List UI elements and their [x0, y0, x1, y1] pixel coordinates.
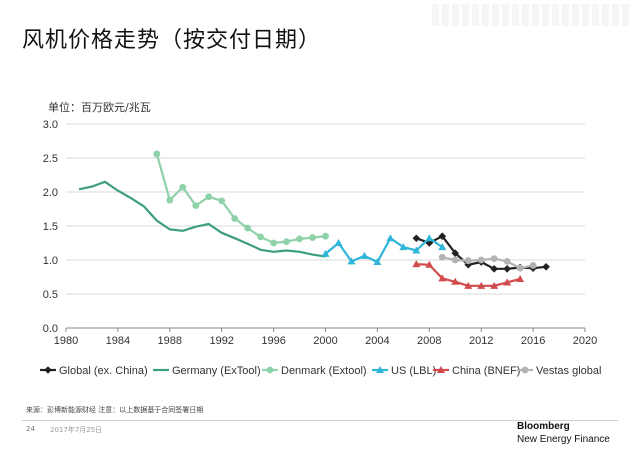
data-point-global-ex-china [451, 249, 460, 257]
source-note: 来源：彭博新能源财经 注意：以上数据基于合同签署日期 [26, 406, 204, 414]
data-point-denmark-extool [192, 202, 200, 210]
data-point-us-lbl [360, 251, 369, 259]
series-line-us-lbl [324, 237, 443, 264]
x-tick-label: 2012 [469, 335, 493, 347]
page-number: 24 [26, 425, 35, 433]
x-tick-label: 2008 [417, 335, 441, 347]
footer-date: 2017年7月25日 [50, 426, 103, 434]
data-point-denmark-extool [153, 150, 161, 158]
data-point-us-lbl [438, 243, 447, 251]
data-point-china-bnef [477, 281, 486, 289]
x-tick-label: 1980 [54, 335, 78, 347]
brand-logo: Bloomberg New Energy Finance [517, 420, 610, 446]
x-tick-label: 1988 [158, 335, 182, 347]
data-point-us-lbl [334, 239, 343, 246]
x-tick-label: 1996 [261, 335, 285, 347]
data-point-global-ex-china [490, 265, 498, 273]
data-point-vestas-global [451, 256, 459, 264]
header-watermark [432, 4, 632, 26]
data-point-china-bnef [438, 274, 447, 282]
data-point-china-bnef [425, 260, 434, 268]
data-point-vestas-global [477, 256, 485, 264]
data-point-denmark-extool [309, 234, 316, 241]
data-point-us-lbl [347, 257, 356, 265]
series-line-germany-extool [78, 180, 326, 258]
data-point-us-lbl [373, 258, 382, 266]
legend-label-china-bnef: China (BNEF) [452, 365, 520, 377]
x-tick-label: 2016 [521, 335, 545, 347]
y-tick-label: 1.5 [43, 221, 58, 233]
data-point-denmark-extool [257, 233, 265, 241]
legend-label-denmark-extool: Denmark (Extool) [281, 365, 367, 377]
unit-label: 单位：百万欧元/兆瓦 [48, 101, 151, 114]
data-point-denmark-extool [283, 238, 290, 246]
x-tick-label: 2004 [365, 335, 389, 347]
data-point-us-lbl [399, 243, 408, 251]
legend-marker-vestas-global [521, 366, 529, 374]
data-point-global-ex-china [542, 263, 550, 271]
y-tick-label: 2.0 [43, 187, 58, 199]
data-point-denmark-extool [296, 235, 303, 243]
data-point-denmark-extool [166, 196, 174, 204]
data-point-vestas-global [529, 262, 537, 269]
data-point-vestas-global [516, 264, 524, 272]
data-point-denmark-extool [205, 193, 213, 201]
legend-marker-china-bnef [437, 366, 445, 373]
data-point-global-ex-china [464, 260, 473, 269]
data-point-china-bnef [464, 281, 473, 289]
brand-line-2: New Energy Finance [517, 434, 610, 445]
y-tick-label: 1.0 [43, 255, 58, 267]
data-point-china-bnef [490, 281, 499, 289]
legend-label-us-lbl: US (LBL) [391, 365, 436, 377]
brand-line-1: Bloomberg [517, 421, 570, 432]
data-point-vestas-global [464, 257, 472, 265]
y-tick-label: 0.0 [43, 323, 58, 335]
y-tick-label: 0.5 [43, 289, 58, 301]
footer-divider [22, 420, 618, 421]
data-point-global-ex-china [412, 234, 421, 243]
x-tick-label: 1984 [106, 335, 130, 347]
data-point-denmark-extool [231, 215, 239, 222]
data-point-vestas-global [490, 255, 498, 263]
data-point-china-bnef [451, 277, 460, 285]
data-point-us-lbl [425, 234, 434, 242]
data-point-denmark-extool [218, 197, 226, 205]
page-title: 风机价格走势（按交付日期） [22, 28, 322, 53]
legend-label-germany-extool: Germany (ExTool) [172, 365, 261, 377]
y-tick-label: 3.0 [43, 119, 58, 131]
data-point-us-lbl [386, 234, 395, 242]
data-point-denmark-extool [244, 224, 252, 232]
x-tick-label: 2020 [573, 335, 597, 347]
legend-marker-denmark-extool [266, 366, 274, 374]
data-point-global-ex-china [503, 265, 511, 273]
legend-marker-global-ex-china [44, 366, 52, 374]
data-point-china-bnef [412, 260, 421, 268]
x-tick-label: 1992 [209, 335, 233, 347]
data-point-china-bnef [516, 275, 525, 283]
x-tick-label: 2000 [313, 335, 337, 347]
data-point-us-lbl [412, 246, 421, 254]
data-point-denmark-extool [322, 232, 329, 240]
legend-label-global-ex-china: Global (ex. China) [59, 365, 148, 377]
y-tick-label: 2.5 [43, 153, 58, 165]
data-point-us-lbl [321, 249, 330, 257]
data-point-denmark-extool [179, 183, 187, 191]
legend-marker-us-lbl [376, 366, 384, 373]
data-point-denmark-extool [270, 239, 277, 247]
data-point-vestas-global [503, 257, 511, 265]
data-point-china-bnef [503, 278, 512, 286]
legend-label-vestas-global: Vestas global [536, 365, 601, 377]
data-point-vestas-global [438, 253, 446, 261]
data-point-global-ex-china [438, 232, 447, 240]
